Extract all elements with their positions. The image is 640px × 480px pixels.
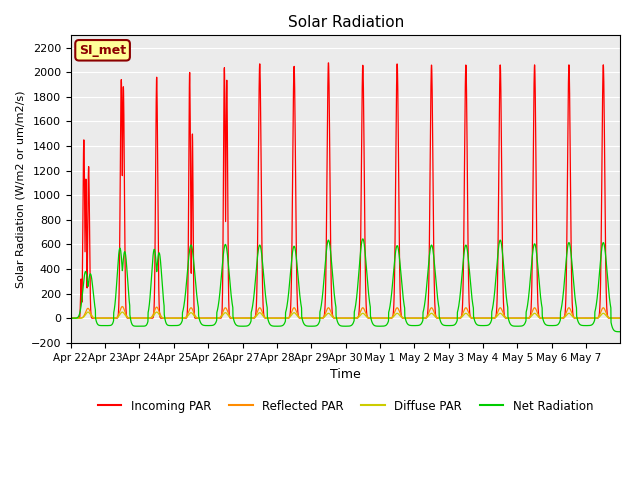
Reflected PAR bbox=[611, 315, 618, 321]
Net Radiation bbox=[616, 329, 624, 335]
Incoming PAR bbox=[67, 315, 75, 321]
Reflected PAR bbox=[67, 315, 75, 321]
Net Radiation bbox=[611, 328, 618, 334]
Diffuse PAR bbox=[532, 312, 540, 318]
Line: Diffuse PAR: Diffuse PAR bbox=[71, 312, 620, 318]
X-axis label: Time: Time bbox=[330, 368, 361, 381]
Incoming PAR bbox=[465, 278, 472, 284]
Net Radiation bbox=[465, 259, 472, 264]
Title: Solar Radiation: Solar Radiation bbox=[287, 15, 404, 30]
Diffuse PAR bbox=[416, 315, 424, 321]
Legend: Incoming PAR, Reflected PAR, Diffuse PAR, Net Radiation: Incoming PAR, Reflected PAR, Diffuse PAR… bbox=[93, 395, 598, 417]
Net Radiation bbox=[416, 322, 424, 328]
Diffuse PAR bbox=[500, 313, 508, 319]
Text: SI_met: SI_met bbox=[79, 44, 126, 57]
Reflected PAR bbox=[180, 315, 188, 321]
Net Radiation bbox=[532, 251, 540, 257]
Reflected PAR bbox=[416, 315, 424, 321]
Line: Incoming PAR: Incoming PAR bbox=[71, 63, 620, 318]
Incoming PAR bbox=[532, 231, 540, 237]
Diffuse PAR bbox=[616, 315, 624, 321]
Net Radiation bbox=[67, 315, 75, 321]
Incoming PAR bbox=[500, 303, 508, 309]
Diffuse PAR bbox=[84, 309, 92, 315]
Incoming PAR bbox=[324, 60, 332, 66]
Diffuse PAR bbox=[180, 315, 188, 321]
Net Radiation bbox=[359, 236, 367, 242]
Net Radiation bbox=[179, 306, 187, 312]
Incoming PAR bbox=[611, 315, 618, 321]
Line: Reflected PAR: Reflected PAR bbox=[71, 307, 620, 318]
Diffuse PAR bbox=[611, 315, 618, 321]
Reflected PAR bbox=[532, 308, 540, 314]
Reflected PAR bbox=[616, 315, 624, 321]
Y-axis label: Solar Radiation (W/m2 or um/m2/s): Solar Radiation (W/m2 or um/m2/s) bbox=[15, 90, 25, 288]
Net Radiation bbox=[500, 263, 508, 269]
Incoming PAR bbox=[179, 315, 187, 321]
Diffuse PAR bbox=[465, 312, 472, 318]
Diffuse PAR bbox=[67, 315, 75, 321]
Reflected PAR bbox=[118, 304, 126, 310]
Reflected PAR bbox=[465, 310, 472, 315]
Reflected PAR bbox=[500, 312, 508, 317]
Line: Net Radiation: Net Radiation bbox=[71, 239, 620, 332]
Incoming PAR bbox=[616, 315, 624, 321]
Incoming PAR bbox=[416, 315, 424, 321]
